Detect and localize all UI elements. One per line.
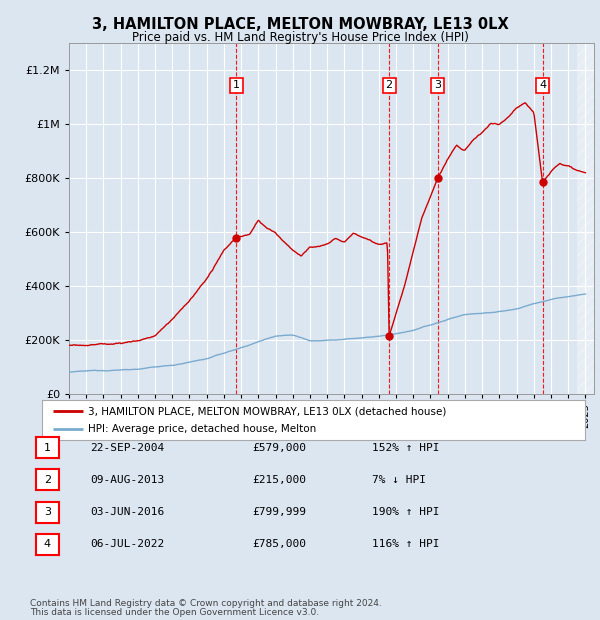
Text: 152% ↑ HPI: 152% ↑ HPI (372, 443, 439, 453)
Text: 116% ↑ HPI: 116% ↑ HPI (372, 539, 439, 549)
Text: 06-JUL-2022: 06-JUL-2022 (90, 539, 164, 549)
Text: 3: 3 (44, 507, 51, 517)
Text: 4: 4 (44, 539, 51, 549)
Text: Contains HM Land Registry data © Crown copyright and database right 2024.: Contains HM Land Registry data © Crown c… (30, 600, 382, 608)
Bar (577, 43, 594, 394)
Text: This data is licensed under the Open Government Licence v3.0.: This data is licensed under the Open Gov… (30, 608, 319, 617)
Text: 3: 3 (434, 81, 441, 91)
Text: 1: 1 (233, 81, 240, 91)
Text: 3, HAMILTON PLACE, MELTON MOWBRAY, LE13 0LX (detached house): 3, HAMILTON PLACE, MELTON MOWBRAY, LE13 … (88, 406, 446, 416)
Text: 4: 4 (539, 81, 546, 91)
Text: 7% ↓ HPI: 7% ↓ HPI (372, 475, 426, 485)
Text: 2: 2 (386, 81, 393, 91)
Text: £579,000: £579,000 (252, 443, 306, 453)
Text: £799,999: £799,999 (252, 507, 306, 517)
Text: 2: 2 (44, 475, 51, 485)
Text: £785,000: £785,000 (252, 539, 306, 549)
Text: 3, HAMILTON PLACE, MELTON MOWBRAY, LE13 0LX: 3, HAMILTON PLACE, MELTON MOWBRAY, LE13 … (92, 17, 508, 32)
Text: 1: 1 (44, 443, 51, 453)
Text: 03-JUN-2016: 03-JUN-2016 (90, 507, 164, 517)
Text: £215,000: £215,000 (252, 475, 306, 485)
Text: 09-AUG-2013: 09-AUG-2013 (90, 475, 164, 485)
Text: HPI: Average price, detached house, Melton: HPI: Average price, detached house, Melt… (88, 424, 316, 434)
Text: 190% ↑ HPI: 190% ↑ HPI (372, 507, 439, 517)
Text: 22-SEP-2004: 22-SEP-2004 (90, 443, 164, 453)
Text: Price paid vs. HM Land Registry's House Price Index (HPI): Price paid vs. HM Land Registry's House … (131, 31, 469, 43)
